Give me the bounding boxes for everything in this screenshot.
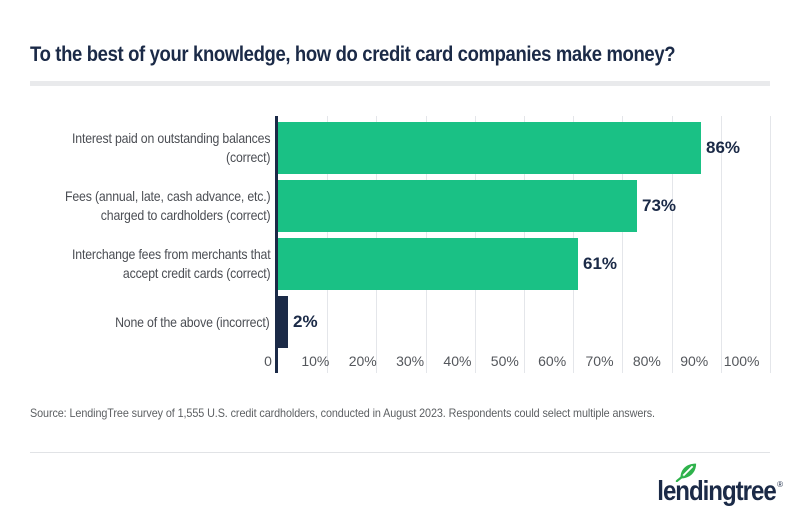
category-label: None of the above (incorrect) (0, 296, 271, 348)
bar (278, 238, 578, 290)
category-label: Interest paid on outstanding balances (co… (0, 122, 270, 174)
bar (278, 296, 288, 348)
gridline-90 (720, 116, 722, 373)
bar (278, 180, 637, 232)
x-tick-label: 90% (680, 353, 709, 369)
registered-mark-icon: ® (777, 480, 783, 489)
bar-value-label: 2% (293, 312, 318, 331)
x-tick-label: 30% (396, 353, 425, 369)
leaf-icon (675, 463, 697, 482)
category-label-text: None of the above (incorrect) (115, 313, 271, 330)
bar-row: 86% (0, 122, 800, 174)
x-tick-label: 100% (723, 353, 760, 369)
bar-chart-plot: 86% 73% 61% 2% (0, 116, 800, 373)
logo-text: lendingtree (657, 475, 777, 506)
bar-value-label: 61% (583, 254, 618, 273)
category-label-text: Fees (annual, late, cash advance, etc.) c… (64, 188, 271, 223)
category-label-text: Interchange fees from merchants that acce… (71, 246, 271, 281)
x-tick-label: 10% (301, 353, 330, 369)
category-label: Fees (annual, late, cash advance, etc.) c… (0, 180, 271, 232)
bar-value-label: 73% (642, 196, 677, 215)
y-axis-line (275, 116, 278, 373)
category-label: Interchange fees from merchants that acce… (0, 238, 271, 290)
chart-title: To the best of your knowledge, how do cr… (30, 43, 676, 66)
source-note: Source: LendingTree survey of 1,555 U.S.… (30, 406, 655, 420)
bar-row: 73% (0, 180, 800, 232)
category-label-text: Interest paid on outstanding balances (co… (71, 130, 270, 165)
x-tick-label: 0 (264, 353, 272, 369)
bar-value-label: 86% (706, 138, 741, 157)
gridline-80 (671, 116, 673, 373)
footer-divider (30, 452, 770, 453)
x-tick-label: 60% (538, 353, 567, 369)
gridline-70 (622, 116, 624, 373)
lendingtree-logo: lendingtree ® (638, 463, 783, 510)
bar-row: 61% (0, 238, 800, 290)
x-tick-label: 80% (632, 353, 661, 369)
x-tick-label: 70% (585, 353, 614, 369)
title-divider (30, 81, 770, 86)
bar (278, 122, 701, 174)
x-tick-label: 50% (490, 353, 519, 369)
x-tick-label: 20% (348, 353, 377, 369)
x-tick-label: 40% (443, 353, 472, 369)
gridline-100 (770, 116, 771, 373)
bar-row: 2% (0, 296, 800, 348)
